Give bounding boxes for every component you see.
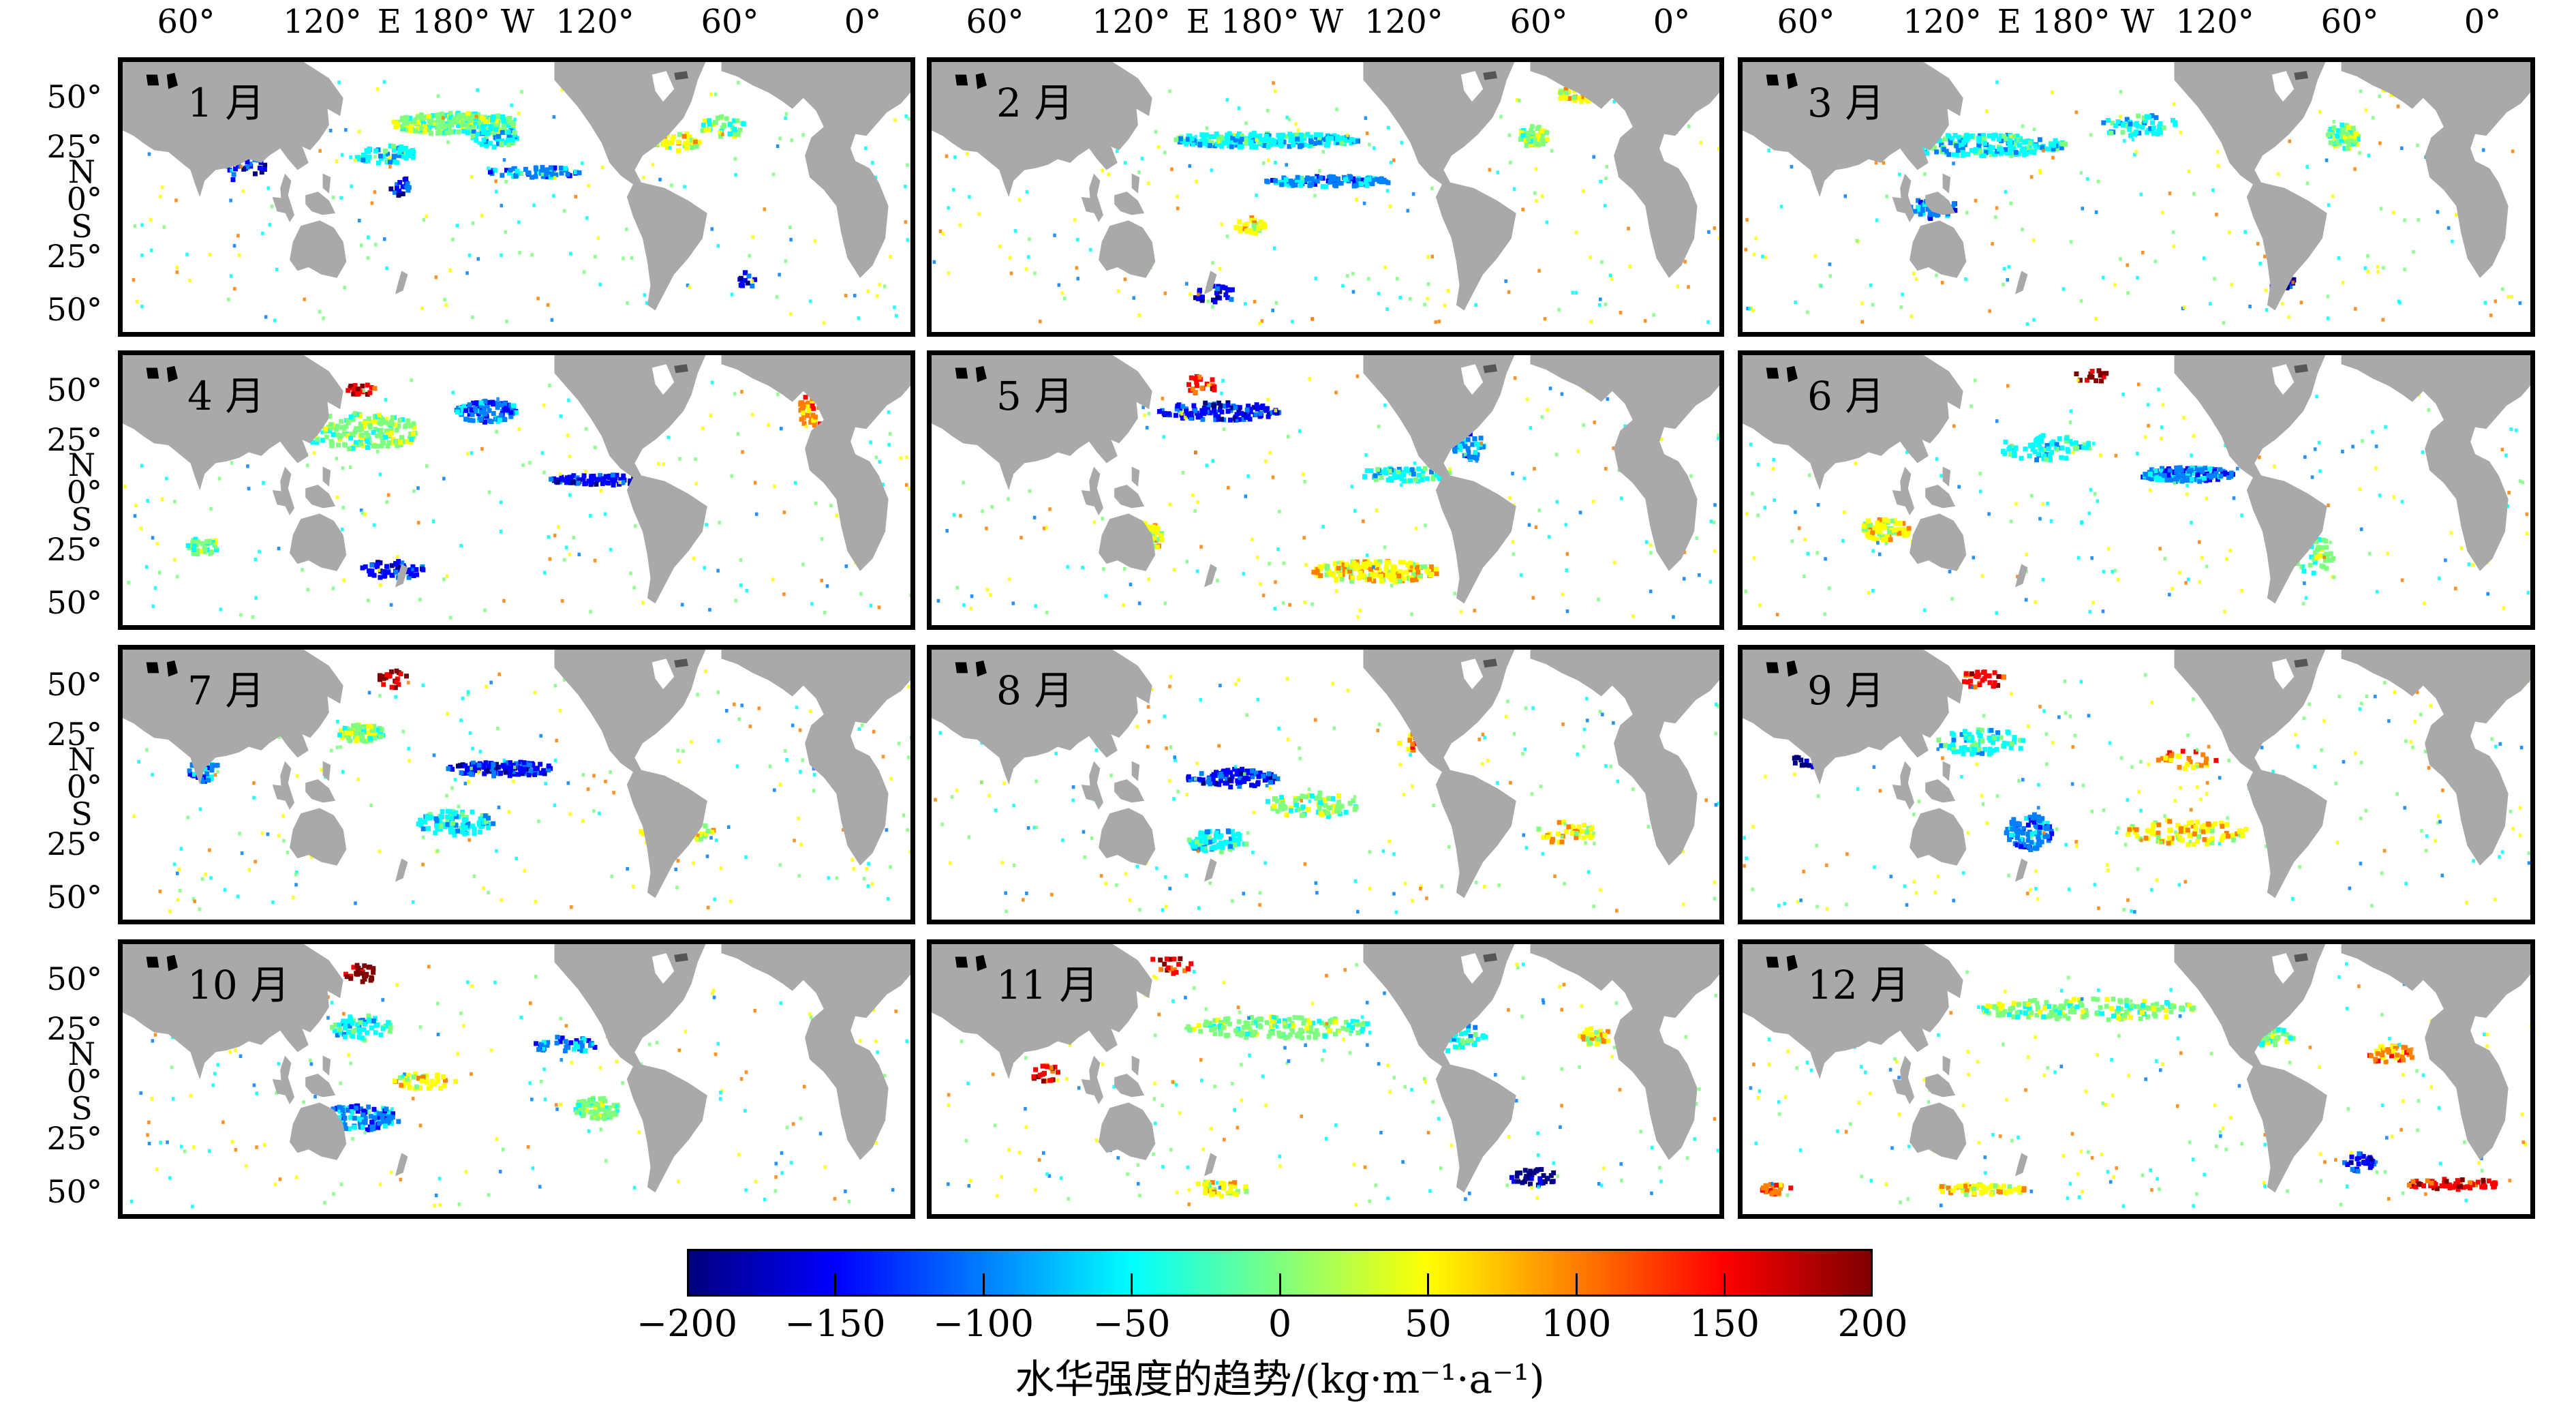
month-label: 7 月 <box>187 667 265 714</box>
hemisphere-label: N <box>67 447 96 483</box>
map-panel-month-8: 8 月 <box>927 645 1724 924</box>
colorbar-tick-label: −50 <box>1092 1302 1171 1345</box>
colorbar-tick-mark <box>1427 1273 1429 1297</box>
longitude-label: 120° <box>555 3 634 41</box>
colorbar-tick-label: 0 <box>1268 1302 1292 1345</box>
map-panel-month-4: 4 月 <box>118 350 915 630</box>
month-label: 1 月 <box>187 80 265 126</box>
map-panel-month-7: 7 月 <box>118 645 915 924</box>
longitude-label: 120° <box>283 3 362 41</box>
latitude-label: 50° <box>46 291 102 328</box>
longitude-label: 60° <box>701 3 759 41</box>
longitude-label: 0° <box>844 3 882 41</box>
month-label: 10 月 <box>187 962 290 1008</box>
latitude-label: 50° <box>46 78 102 115</box>
longitude-label: 120° <box>1903 3 1982 41</box>
map-panel-month-10: 10 月 <box>118 939 915 1219</box>
latitude-label: 25° <box>46 238 102 275</box>
latitude-label: 0° <box>66 474 102 511</box>
hemisphere-label: S <box>71 208 93 245</box>
latitude-label: 0° <box>66 181 102 217</box>
latitude-label: 50° <box>46 960 102 997</box>
month-label: 6 月 <box>1807 373 1885 419</box>
map-panel-month-11: 11 月 <box>927 939 1724 1219</box>
latitude-label: 25° <box>46 716 102 753</box>
colorbar-tick-label: −150 <box>784 1302 886 1345</box>
month-label: 3 月 <box>1807 80 1885 126</box>
latitude-label: 25° <box>46 1120 102 1157</box>
longitude-label: 60° <box>157 3 215 41</box>
longitude-label: 60° <box>1509 3 1568 41</box>
longitude-label: 120° <box>2175 3 2254 41</box>
longitude-label: 60° <box>966 3 1024 41</box>
colorbar-tick-label: −200 <box>636 1302 738 1345</box>
hemisphere-label: S <box>71 796 93 832</box>
month-label: 4 月 <box>187 373 265 419</box>
longitude-label: 0° <box>1653 3 1691 41</box>
latitude-label: 25° <box>46 531 102 568</box>
map-panel-month-2: 2 月 <box>927 57 1724 337</box>
colorbar-tick-mark <box>982 1273 985 1297</box>
colorbar-tick-label: 200 <box>1837 1302 1908 1345</box>
longitude-label: E 180° W <box>1186 3 1344 41</box>
latitude-label: 25° <box>46 826 102 862</box>
colorbar-tick-label: 50 <box>1405 1302 1452 1345</box>
colorbar-tick-mark <box>834 1273 836 1297</box>
month-label: 2 月 <box>996 80 1074 126</box>
longitude-label: 0° <box>2464 3 2502 41</box>
longitude-label: 60° <box>2320 3 2379 41</box>
longitude-label: 120° <box>1364 3 1443 41</box>
longitude-label: 120° <box>1092 3 1171 41</box>
latitude-label: 50° <box>46 666 102 703</box>
colorbar-tick-mark <box>1131 1273 1133 1297</box>
latitude-label: 50° <box>46 1173 102 1210</box>
colorbar-tick-label: 100 <box>1541 1302 1612 1345</box>
latitude-label: 0° <box>66 1063 102 1100</box>
latitude-label: 50° <box>46 372 102 408</box>
colorbar-tick-label: −100 <box>932 1302 1034 1345</box>
colorbar-tick-mark <box>1575 1273 1578 1297</box>
month-label: 9 月 <box>1807 667 1885 714</box>
longitude-label: 60° <box>1777 3 1835 41</box>
month-label: 11 月 <box>996 962 1099 1008</box>
map-panel-month-12: 12 月 <box>1738 939 2535 1219</box>
hemisphere-label: S <box>71 501 93 538</box>
latitude-label: 25° <box>46 128 102 165</box>
latitude-label: 25° <box>46 1010 102 1047</box>
map-panel-month-9: 9 月 <box>1738 645 2535 924</box>
map-panel-month-1: 1 月 <box>118 57 915 337</box>
map-panel-month-3: 3 月 <box>1738 57 2535 337</box>
latitude-label: 50° <box>46 879 102 916</box>
colorbar-tick-mark <box>1723 1273 1726 1297</box>
month-label: 5 月 <box>996 373 1074 419</box>
colorbar-tick-mark <box>1278 1273 1281 1297</box>
colorbar-tick-label: 150 <box>1689 1302 1760 1345</box>
hemisphere-label: N <box>67 1035 96 1072</box>
hemisphere-label: S <box>71 1090 93 1127</box>
hemisphere-label: N <box>67 153 96 190</box>
hemisphere-label: N <box>67 741 96 778</box>
latitude-label: 25° <box>46 421 102 458</box>
colorbar-title: 水华强度的趋势/(kg·m⁻¹·a⁻¹) <box>1015 1356 1545 1402</box>
latitude-label: 50° <box>46 584 102 621</box>
longitude-label: E 180° W <box>1997 3 2155 41</box>
longitude-label: E 180° W <box>377 3 535 41</box>
month-label: 12 月 <box>1807 962 1910 1008</box>
map-panel-month-6: 6 月 <box>1738 350 2535 630</box>
latitude-label: 0° <box>66 768 102 805</box>
map-panel-month-5: 5 月 <box>927 350 1724 630</box>
month-label: 8 月 <box>996 667 1074 714</box>
